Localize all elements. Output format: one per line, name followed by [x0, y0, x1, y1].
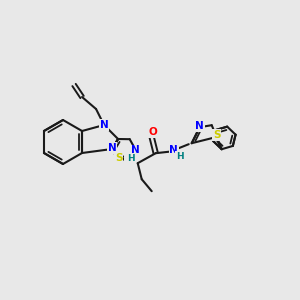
Text: N: N	[195, 121, 204, 131]
Text: N: N	[131, 146, 140, 155]
Text: N: N	[125, 154, 134, 164]
Text: H: H	[176, 152, 184, 161]
Text: S: S	[213, 130, 220, 140]
Text: N: N	[100, 120, 108, 130]
Text: H: H	[127, 154, 134, 163]
Text: N: N	[108, 143, 116, 153]
Text: S: S	[115, 153, 122, 163]
Text: N: N	[169, 145, 178, 155]
Text: O: O	[148, 127, 157, 137]
